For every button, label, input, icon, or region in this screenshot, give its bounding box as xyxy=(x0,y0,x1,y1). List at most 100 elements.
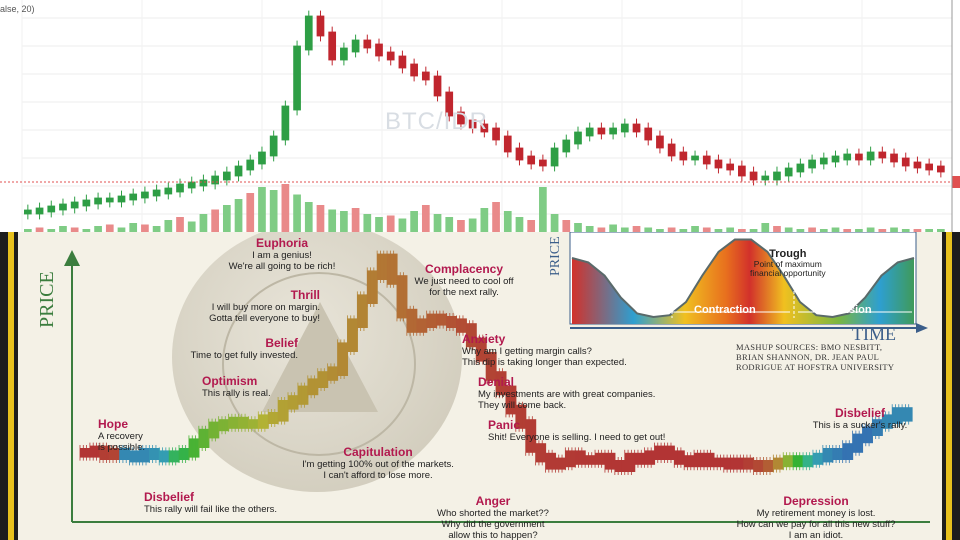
right-frame xyxy=(942,232,960,540)
trough-annotation: Trough Point of maximum financial opport… xyxy=(750,248,826,278)
price-path-segment xyxy=(793,455,804,468)
volume-bar xyxy=(667,227,676,232)
price-path-segment xyxy=(367,270,378,304)
candle-body xyxy=(386,51,395,61)
stage-line: This dip is taking longer than expected. xyxy=(462,357,627,368)
price-path-segment xyxy=(614,460,626,472)
dollar-seal-ring xyxy=(222,272,416,456)
price-path-segment xyxy=(317,371,329,388)
source-line: RODRIGUE AT HOFSTRA UNIVERSITY xyxy=(736,362,895,372)
candle-body xyxy=(293,45,301,111)
price-path-segment xyxy=(892,407,903,424)
volume-bar xyxy=(59,226,67,232)
candle-body xyxy=(644,127,653,141)
volume-bar xyxy=(82,229,91,232)
candle-body xyxy=(340,47,348,61)
price-path-segment xyxy=(466,323,477,348)
volume-bar xyxy=(410,211,418,232)
candle-body xyxy=(328,31,337,61)
price-path-segment xyxy=(822,448,834,463)
volume-bar xyxy=(35,227,44,232)
volume-bar xyxy=(819,229,828,232)
cycle-line xyxy=(571,238,915,318)
price-path-segment xyxy=(585,455,596,465)
price-path-segment xyxy=(99,445,111,460)
price-path-segment xyxy=(505,385,517,415)
volume-bar xyxy=(597,227,606,232)
market-psychology-chart: PRICE PRICE TIME Contraction Expansion T… xyxy=(0,232,960,540)
trough-line: Point of maximum xyxy=(753,259,822,269)
volume-bar xyxy=(258,187,266,232)
contraction-label: Contraction xyxy=(694,304,756,316)
price-path-segment xyxy=(268,412,279,424)
volume-bar xyxy=(609,224,617,232)
stage-line: Shit! Everyone is selling. I need to get… xyxy=(488,432,666,443)
candle-body xyxy=(129,193,138,201)
trough-line: financial opportunity xyxy=(750,268,826,278)
candle-body xyxy=(269,135,278,157)
price-path-segment xyxy=(723,457,735,470)
candle-body xyxy=(117,195,126,203)
price-path-segment xyxy=(476,337,487,362)
volume-bar xyxy=(901,229,910,232)
price-path-segment xyxy=(832,448,844,460)
source-line: BRIAN SHANNON, DR. JEAN PAUL xyxy=(736,352,880,362)
inset-time-arrow xyxy=(916,323,928,333)
candle-body xyxy=(656,135,664,149)
candles xyxy=(24,10,945,220)
price-path-segment xyxy=(446,316,457,328)
stage-line: We're all going to be rich! xyxy=(228,261,336,272)
price-path-segment xyxy=(733,457,745,470)
candle-body xyxy=(222,171,231,181)
volume-bars xyxy=(24,184,945,232)
price-path-segment xyxy=(773,457,784,470)
candle-body xyxy=(375,43,383,57)
stage-title: Belief xyxy=(265,336,298,350)
stage-denial: Denial My investments are with great com… xyxy=(478,375,655,411)
price-path-segment xyxy=(327,366,339,381)
candle-body xyxy=(527,155,536,165)
price-path-segment xyxy=(674,450,685,465)
price-path-segment xyxy=(604,452,616,470)
price-path-segment xyxy=(139,448,150,463)
price-axis-label: PRICE xyxy=(36,271,58,328)
volume-bar xyxy=(843,229,852,232)
volume-bar xyxy=(784,227,793,232)
trough-title: Trough xyxy=(769,248,807,260)
stage-line: How can we pay for all this new stuff? xyxy=(736,519,896,530)
volume-bar xyxy=(890,227,898,232)
candle-body xyxy=(433,75,442,97)
candle-body xyxy=(316,15,325,37)
price-path-segment xyxy=(575,450,586,465)
volume-bar xyxy=(375,217,383,232)
candle-body xyxy=(597,127,606,135)
stage-hope: Hope A recovery is possible. xyxy=(98,417,145,453)
candle-body xyxy=(585,127,594,137)
volume-bar xyxy=(187,221,196,232)
candle-body xyxy=(539,159,547,167)
psychology-plot xyxy=(64,232,930,523)
volume-bar xyxy=(386,215,395,232)
volume-bar xyxy=(913,229,922,232)
price-path-segment xyxy=(535,443,547,463)
cycle-area xyxy=(572,239,914,324)
volume-bar xyxy=(351,208,360,232)
price-path-segment xyxy=(624,452,636,472)
candle-body xyxy=(492,127,500,141)
price-path-segment xyxy=(426,313,438,328)
volume-bar xyxy=(457,220,465,232)
price-path-segment xyxy=(357,294,368,328)
price-path-segment xyxy=(396,275,408,319)
source-line: MASHUP SOURCES: BMO NESBITT, xyxy=(736,342,883,352)
candle-body xyxy=(304,15,313,51)
stage-line: I'm getting 100% out of the markets. xyxy=(302,459,454,470)
price-path-segment xyxy=(297,385,309,405)
price-path-segment xyxy=(743,457,755,470)
stage-title: Panic xyxy=(488,418,521,432)
expansion-label: Expansion xyxy=(816,304,872,316)
volume-bar xyxy=(527,220,536,232)
price-path-segment xyxy=(595,452,606,465)
price-path-segment xyxy=(753,460,765,472)
volume-bar xyxy=(316,205,325,232)
candle-body xyxy=(47,205,56,213)
